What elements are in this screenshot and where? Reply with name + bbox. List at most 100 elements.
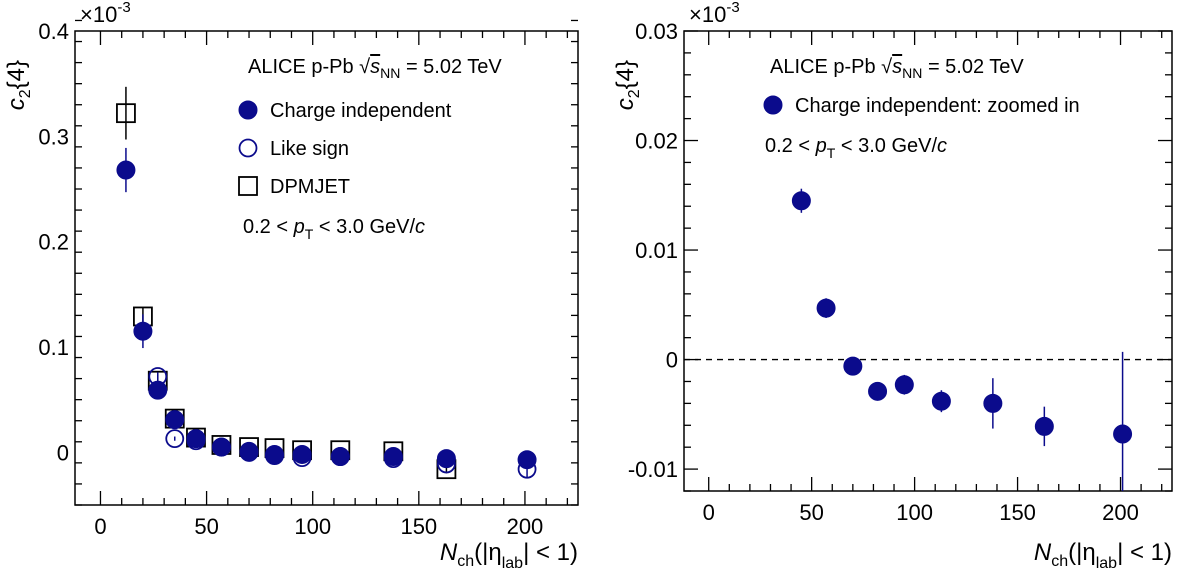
x-tick-label: 150	[400, 514, 437, 539]
legend-marker-filled-circle	[763, 95, 783, 115]
x-title-rest: (|η	[1068, 539, 1096, 566]
y-title-rest: {4}	[612, 60, 639, 89]
x-title-subscript: ch	[457, 553, 474, 570]
data-point-filled-circle	[1034, 416, 1054, 436]
data-point-filled-circle	[931, 391, 951, 411]
pt-range-post: < 3.0 GeV/	[313, 216, 415, 238]
legend-label: Charge independent	[270, 100, 452, 122]
data-point-filled-circle	[791, 191, 811, 211]
x-title-subscript2: lab	[1096, 555, 1117, 572]
data-point-filled-circle	[330, 447, 350, 467]
data-point-filled-circle	[868, 381, 888, 401]
y-scale-power: -3	[726, 0, 739, 16]
x-tick-label: 0	[703, 500, 715, 525]
y-tick-label: -0.01	[628, 457, 678, 482]
energy-value: = 5.02 TeV	[922, 56, 1024, 78]
pt-unit: c	[415, 216, 425, 238]
y-scale-exponent: ×10-3	[80, 0, 131, 27]
pt-range-pre: 0.2 <	[243, 216, 294, 238]
pt-subscript: T	[827, 145, 836, 161]
pt-unit: c	[937, 135, 947, 157]
y-tick-label: 0.3	[38, 124, 69, 149]
y-tick-label: 0.2	[38, 230, 69, 255]
y-title-symbol: c	[612, 98, 639, 110]
x-title-subscript: ch	[1051, 553, 1068, 570]
legend-label: DPMJET	[270, 176, 350, 198]
data-point-filled-circle	[436, 449, 456, 469]
y-title-subscript: 2	[17, 89, 34, 98]
data-point-filled-circle	[148, 380, 168, 400]
pt-range-pre: 0.2 <	[765, 135, 816, 157]
data-point-filled-circle	[843, 356, 863, 376]
x-tick-label: 100	[294, 514, 331, 539]
x-tick-label: 50	[194, 514, 218, 539]
experiment-name: ALICE p-Pb	[770, 56, 881, 78]
x-tick-label: 200	[507, 514, 544, 539]
sqrt-sign: √	[881, 56, 892, 78]
data-point-filled-circle	[116, 160, 136, 180]
y-tick-label: 0.4	[38, 19, 69, 44]
pt-symbol: p	[293, 216, 305, 238]
energy-symbol: s	[370, 56, 380, 78]
pt-subscript: T	[305, 226, 314, 242]
y-axis-title: c2{4}	[3, 60, 34, 110]
data-point-filled-circle	[983, 393, 1003, 413]
data-point-filled-circle	[133, 321, 153, 341]
data-point-filled-circle	[265, 445, 285, 465]
y-tick-label: 0	[666, 348, 678, 373]
y-scale-base: ×10	[80, 2, 117, 27]
data-point-filled-circle	[517, 450, 537, 470]
data-point-filled-circle	[894, 375, 914, 395]
x-tick-label: 100	[896, 500, 933, 525]
data-point-open-square	[116, 103, 136, 124]
data-point-filled-circle	[186, 429, 206, 449]
x-tick-label: 0	[94, 514, 106, 539]
plot-frame	[683, 30, 1173, 492]
y-tick-label: 0	[57, 440, 69, 465]
x-title-subscript2: lab	[502, 555, 523, 572]
legend-marker-open-circle	[238, 138, 258, 158]
energy-symbol: s	[892, 56, 902, 78]
x-axis-title: Nch(|ηlab| < 1)	[1034, 539, 1172, 572]
data-point-filled-circle	[292, 444, 312, 464]
x-title-rest: (|η	[474, 539, 502, 566]
y-tick-label: 0.01	[635, 238, 678, 263]
x-axis-title: Nch(|ηlab| < 1)	[440, 539, 578, 572]
data-point-open-circle	[165, 429, 185, 449]
legend-label: Charge independent: zoomed in	[795, 95, 1080, 117]
y-title-symbol: c	[3, 98, 30, 110]
x-tick-label: 150	[999, 500, 1036, 525]
experiment-label: ALICE p-Pb √sNN = 5.02 TeV	[248, 56, 502, 81]
experiment-label: ALICE p-Pb √sNN = 5.02 TeV	[770, 56, 1024, 81]
legend-marker-filled-circle	[238, 100, 258, 120]
y-title-rest: {4}	[3, 60, 30, 89]
x-tick-label: 50	[799, 500, 823, 525]
data-point-filled-circle	[239, 442, 259, 462]
legend-marker-open-square	[238, 176, 258, 196]
energy-subscript: NN	[902, 65, 922, 81]
y-tick-label: 0.02	[635, 129, 678, 154]
y-title-subscript: 2	[626, 89, 643, 98]
legend-label: Like sign	[270, 138, 349, 160]
energy-value: = 5.02 TeV	[400, 56, 502, 78]
y-scale-exponent: ×10-3	[689, 0, 740, 27]
data-point-filled-circle	[383, 447, 403, 467]
y-tick-label: 0.1	[38, 335, 69, 360]
experiment-name: ALICE p-Pb	[248, 56, 359, 78]
left-panel: 0 50 100 150 20000.10.20.30.4×10-3c2{4}Nch(|…	[3, 0, 579, 572]
data-point-filled-circle	[816, 298, 836, 318]
pt-range-post: < 3.0 GeV/	[835, 135, 937, 157]
x-title-symbol: N	[440, 539, 458, 566]
y-scale-power: -3	[117, 0, 130, 16]
y-axis-title: c2{4}	[612, 60, 643, 110]
data-point-filled-circle	[211, 437, 231, 457]
sqrt-sign: √	[359, 56, 370, 78]
y-tick-label: 0.03	[635, 19, 678, 44]
x-title-tail: | < 1)	[523, 539, 578, 566]
x-title-tail: | < 1)	[1117, 539, 1172, 566]
x-title-symbol: N	[1034, 539, 1052, 566]
data-point-filled-circle	[1113, 424, 1133, 444]
plot-frame	[74, 30, 579, 506]
